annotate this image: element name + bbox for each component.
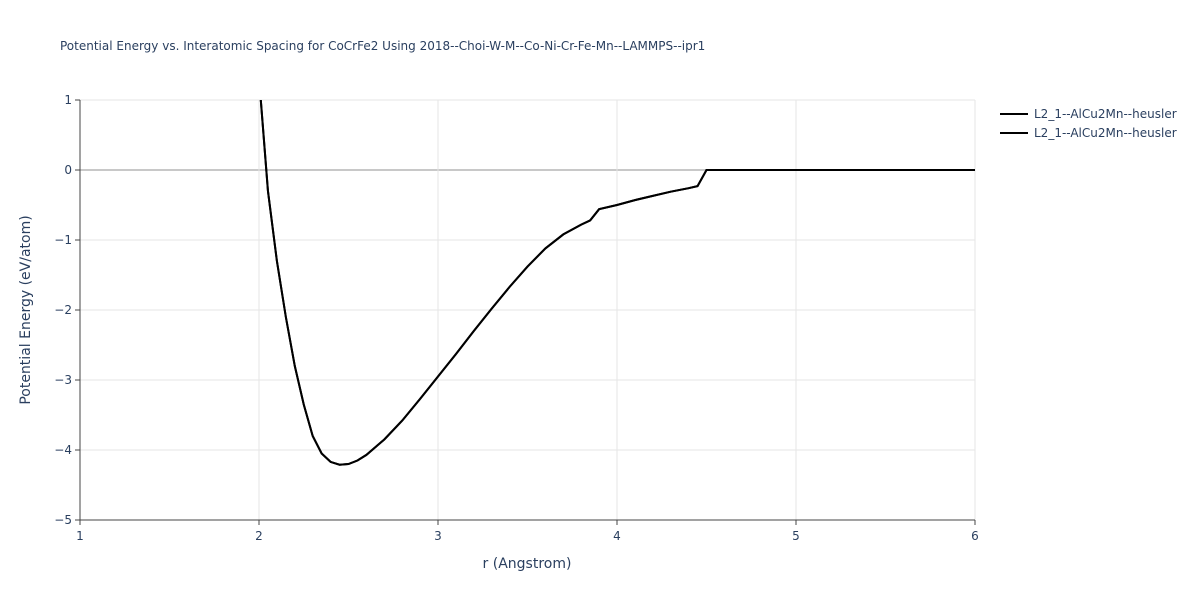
y-tick-label: −3 bbox=[54, 373, 72, 387]
legend-label: L2_1--AlCu2Mn--heusler bbox=[1034, 126, 1177, 140]
plot-area bbox=[259, 100, 975, 466]
x-tick-label: 2 bbox=[255, 529, 263, 543]
y-tick-label: 1 bbox=[64, 93, 72, 107]
y-tick-label: −4 bbox=[54, 443, 72, 457]
x-tick-label: 5 bbox=[792, 529, 800, 543]
y-tick-label: 0 bbox=[64, 163, 72, 177]
x-tick-label: 4 bbox=[613, 529, 621, 543]
legend-label: L2_1--AlCu2Mn--heusler bbox=[1034, 107, 1177, 121]
x-tick-label: 3 bbox=[434, 529, 442, 543]
data-line bbox=[259, 100, 975, 466]
y-axis-label: Potential Energy (eV/atom) bbox=[18, 215, 34, 404]
x-axis-label: r (Angstrom) bbox=[483, 556, 572, 572]
y-tick-label: −2 bbox=[54, 303, 72, 317]
data-line bbox=[259, 100, 975, 466]
y-tick-label: −5 bbox=[54, 513, 72, 527]
chart-title: Potential Energy vs. Interatomic Spacing… bbox=[60, 39, 705, 53]
x-tick-label: 1 bbox=[76, 529, 84, 543]
x-tick-label: 6 bbox=[971, 529, 979, 543]
y-tick-label: −1 bbox=[54, 233, 72, 247]
